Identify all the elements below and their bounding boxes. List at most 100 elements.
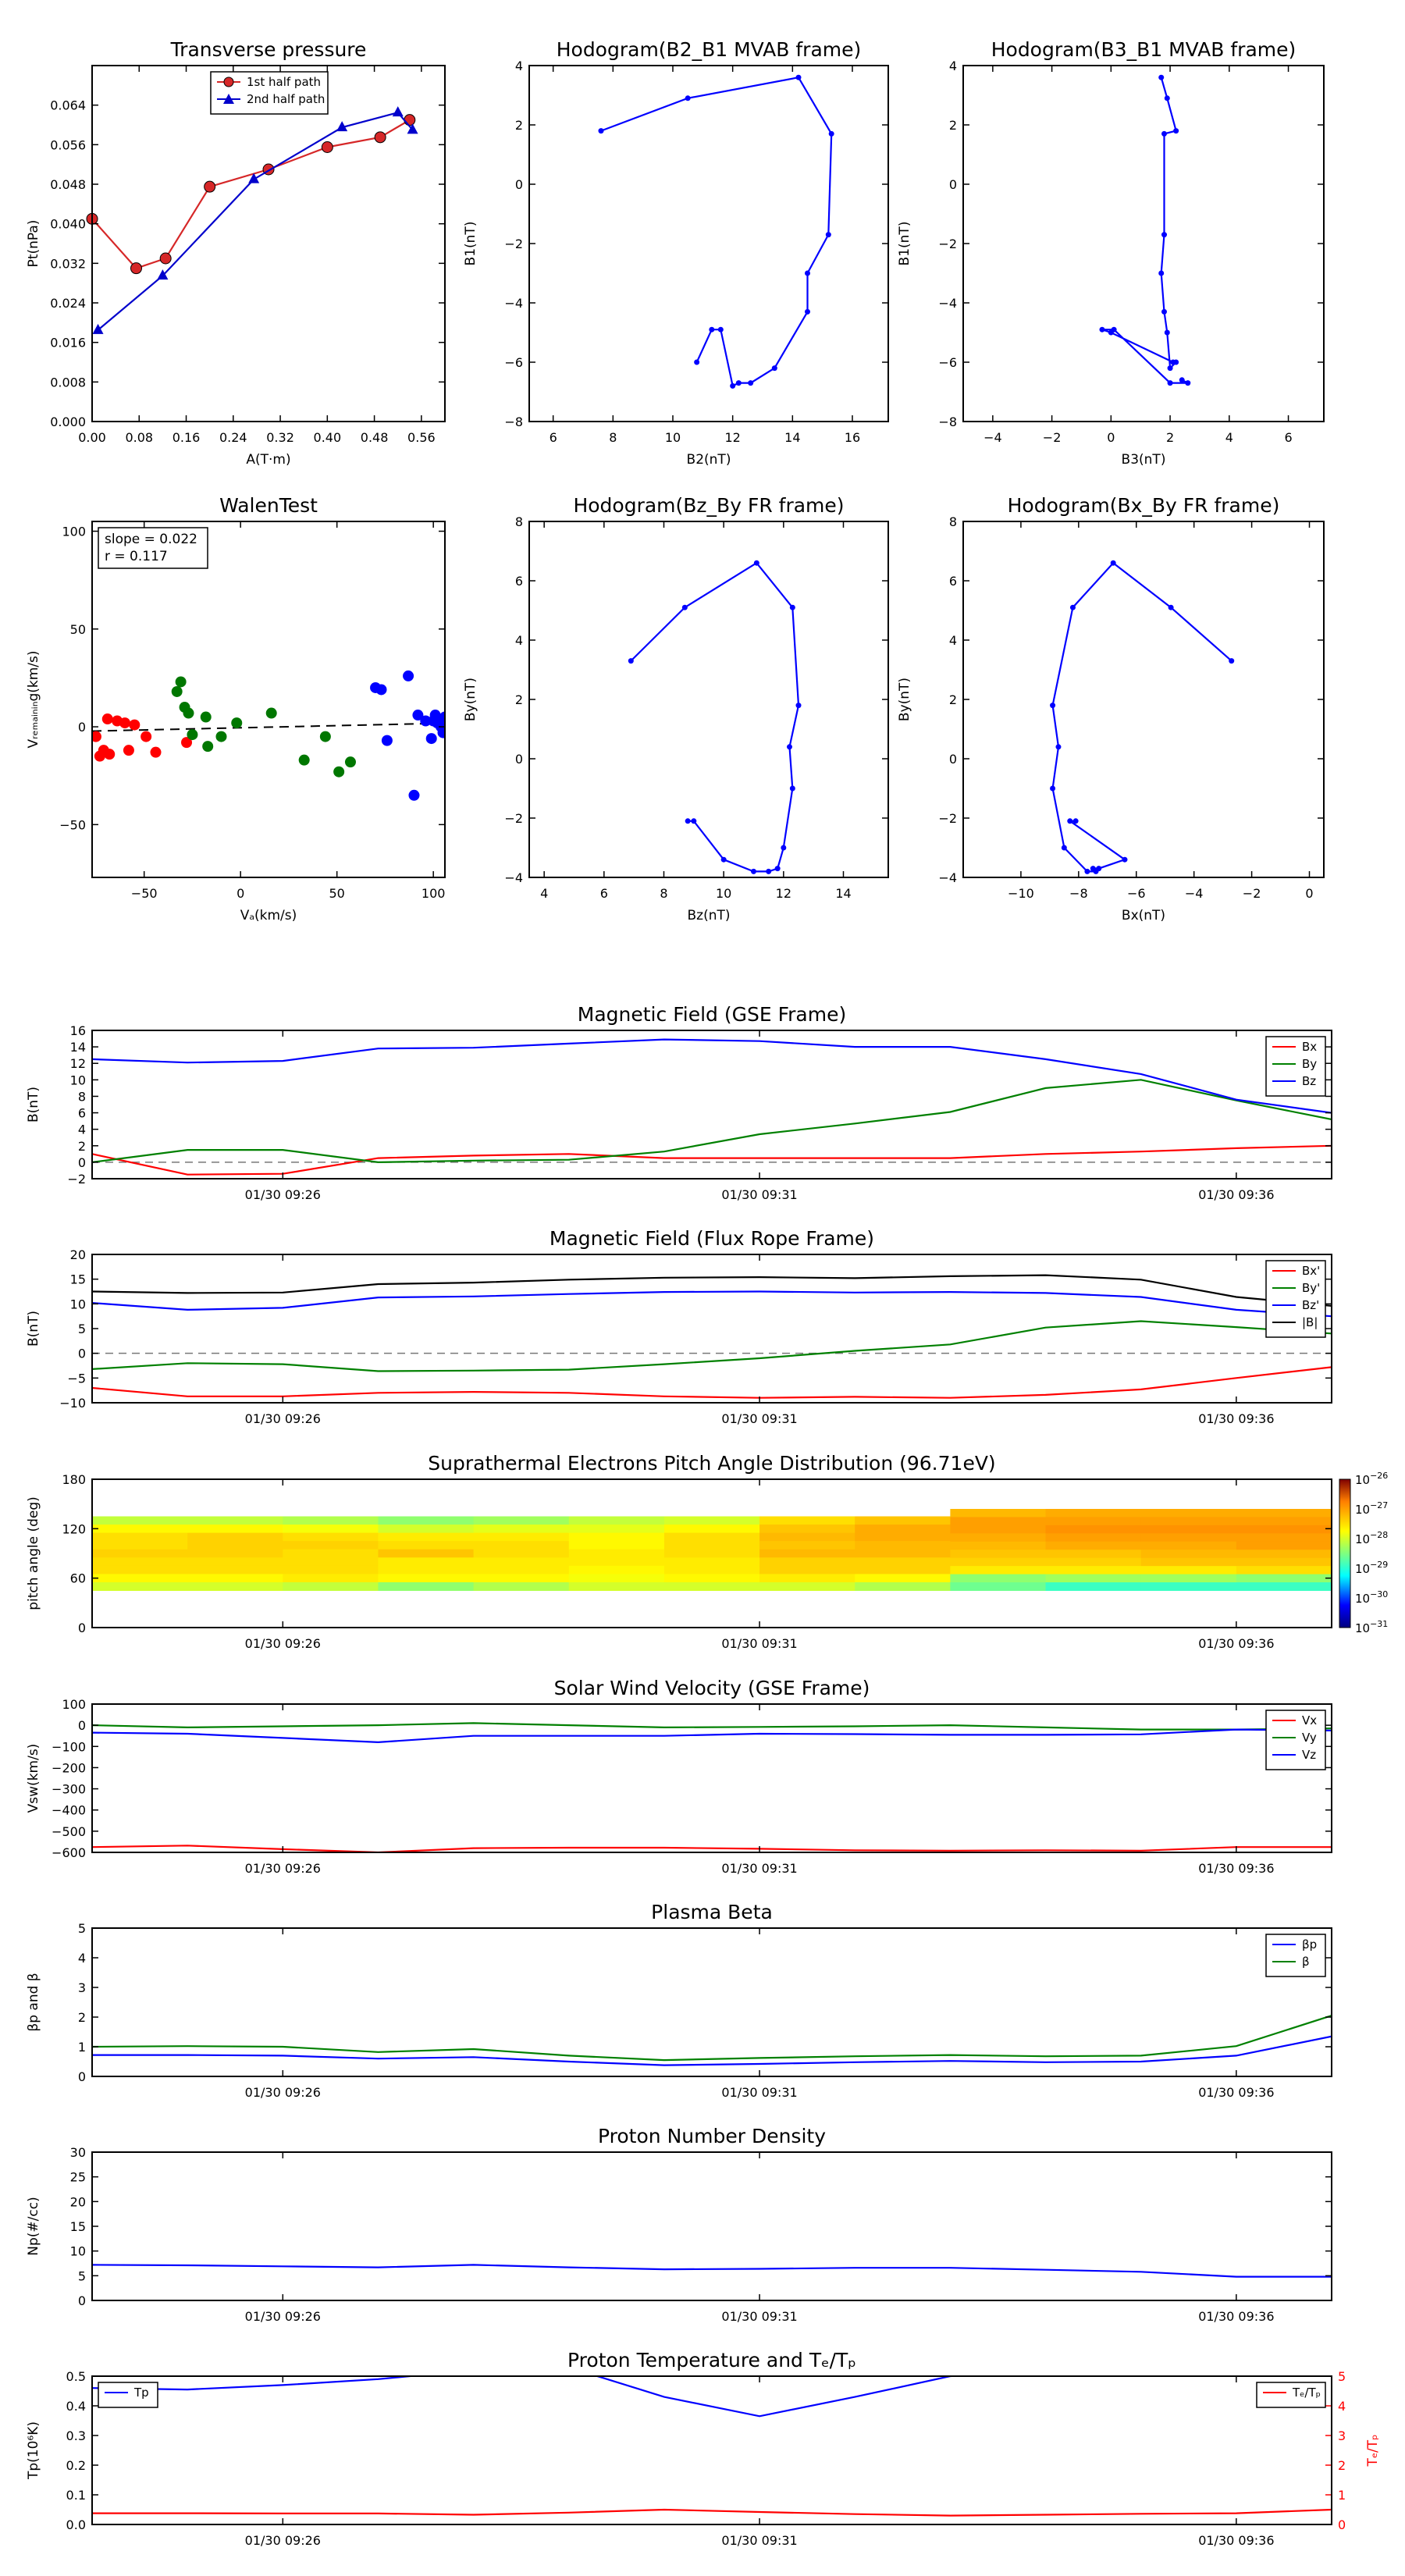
data-point	[404, 114, 416, 126]
heatmap-cell	[283, 1565, 379, 1574]
heatmap-cell	[759, 1549, 855, 1558]
chart-bfr: Magnetic Field (Flux Rope Frame) −10 −5 0 5 1…	[26, 1227, 1332, 1426]
y-tick-label: −4	[504, 870, 523, 885]
x-tick-label: −2	[1043, 430, 1062, 445]
heatmap-cell	[473, 1541, 570, 1550]
data-point	[248, 173, 260, 183]
data-point	[130, 262, 142, 275]
heatmap-cell	[473, 1565, 570, 1574]
hodogram-line	[630, 561, 800, 873]
data-point	[717, 326, 724, 333]
y-tick-label: 0	[78, 720, 86, 735]
plot-border	[962, 65, 1325, 422]
heatmap-cell	[568, 1549, 665, 1558]
heatmap-cell	[663, 1532, 760, 1542]
y-tick-label: 15	[70, 2219, 86, 2234]
colorbar-exponent: −30	[1370, 1589, 1388, 1599]
y-tick-label: 0.3	[66, 2428, 86, 2443]
data-point	[181, 737, 193, 749]
annotation-text: slope = 0.022	[105, 532, 197, 547]
heatmap-cell	[283, 1541, 379, 1550]
heatmap-cell	[663, 1557, 760, 1567]
heatmap-cell	[1140, 1582, 1237, 1591]
heatmap-cell	[473, 1549, 570, 1558]
data-point	[1050, 785, 1056, 792]
heatmap-cell	[283, 1549, 379, 1558]
x-tick-label: 8	[609, 430, 617, 445]
data-point	[321, 141, 333, 153]
y-tick-label: −4	[938, 870, 957, 885]
x-axis-label: A(T·m)	[246, 452, 290, 468]
data-point	[1164, 95, 1170, 101]
heatmap-cell	[663, 1525, 760, 1534]
data-point	[104, 749, 116, 760]
y-tick-label: −500	[52, 1824, 86, 1839]
heatmap-cell	[92, 1582, 188, 1591]
data-point	[735, 380, 742, 386]
data-point	[1069, 604, 1076, 610]
y-axis-label: Tp(10⁶K)	[26, 2421, 41, 2480]
heatmap-cell	[378, 1532, 475, 1542]
data-point	[1096, 866, 1102, 872]
series-line	[97, 111, 414, 331]
series-line	[92, 2015, 1332, 2062]
data-point	[439, 711, 445, 723]
heatmap-cell	[663, 1574, 760, 1583]
data-point	[374, 131, 386, 144]
heatmap-cell	[855, 1541, 951, 1550]
heatmap-cell	[855, 1516, 951, 1525]
colorbar-exponent: −27	[1370, 1500, 1388, 1510]
plot-border	[91, 65, 446, 422]
data-point	[344, 756, 356, 768]
x-tick-label: 01/30 09:26	[245, 1411, 321, 1426]
plot-border	[962, 521, 1325, 878]
x-tick-label: 01/30 09:26	[245, 1636, 321, 1651]
heatmap-cell	[473, 1557, 570, 1567]
heatmap-cell	[663, 1516, 760, 1525]
series-line	[92, 1144, 1332, 1176]
y-tick-label: 6	[949, 574, 957, 589]
legend-label: 1st half path	[247, 75, 321, 89]
data-point	[412, 710, 424, 721]
chart-title: Suprathermal Electrons Pitch Angle Distr…	[428, 1452, 995, 1475]
data-point	[298, 754, 310, 766]
x-tick-label: 01/30 09:31	[721, 2309, 797, 2324]
chart-title: Proton Temperature and Tₑ/Tₚ	[567, 2349, 856, 2371]
y-tick-label: 5	[78, 1322, 86, 1336]
chart-vsw: Solar Wind Velocity (GSE Frame) −600 −500 −…	[26, 1677, 1332, 1876]
chart-title: Proton Number Density	[598, 2125, 826, 2147]
series-line	[92, 119, 411, 269]
y-axis-label: By(nT)	[463, 678, 478, 721]
heatmap-cell	[568, 1574, 665, 1583]
y2-tick-label: 4	[1338, 2399, 1346, 2414]
legend: Tₑ/Tₚ	[1256, 2382, 1326, 2408]
data-point	[751, 868, 756, 874]
heatmap-cell	[1236, 1550, 1332, 1559]
heatmap-cell	[187, 1549, 283, 1558]
y-tick-label: 4	[949, 59, 957, 73]
data-point	[1173, 128, 1179, 134]
y-axis-label: B(nT)	[26, 1311, 41, 1347]
chart-title: WalenTest	[219, 494, 318, 517]
series-line	[92, 1845, 1332, 1852]
legend-marker	[223, 76, 234, 87]
x-tick-label: 6	[600, 886, 608, 901]
heatmap-cell	[283, 1516, 379, 1525]
x-tick-label: 01/30 09:26	[245, 2533, 321, 2548]
x-tick-label: 01/30 09:31	[721, 2085, 797, 2100]
y-tick-label: 0.064	[50, 98, 86, 113]
heatmap-cell	[1236, 1557, 1332, 1567]
x-tick-label: 0	[1107, 430, 1115, 445]
data-point	[123, 745, 134, 756]
data-point	[766, 868, 772, 874]
plot-border	[91, 2375, 1332, 2525]
x-tick-label: 01/30 09:26	[245, 1861, 321, 1876]
y-tick-label: −10	[59, 1396, 86, 1411]
y-tick-label: 100	[62, 525, 86, 539]
legend-label: By	[1302, 1057, 1317, 1071]
y-tick-label: 0	[78, 1718, 86, 1733]
data-point	[407, 123, 418, 134]
legend-label: Bz'	[1302, 1298, 1319, 1312]
plot-border	[91, 1703, 1332, 1853]
